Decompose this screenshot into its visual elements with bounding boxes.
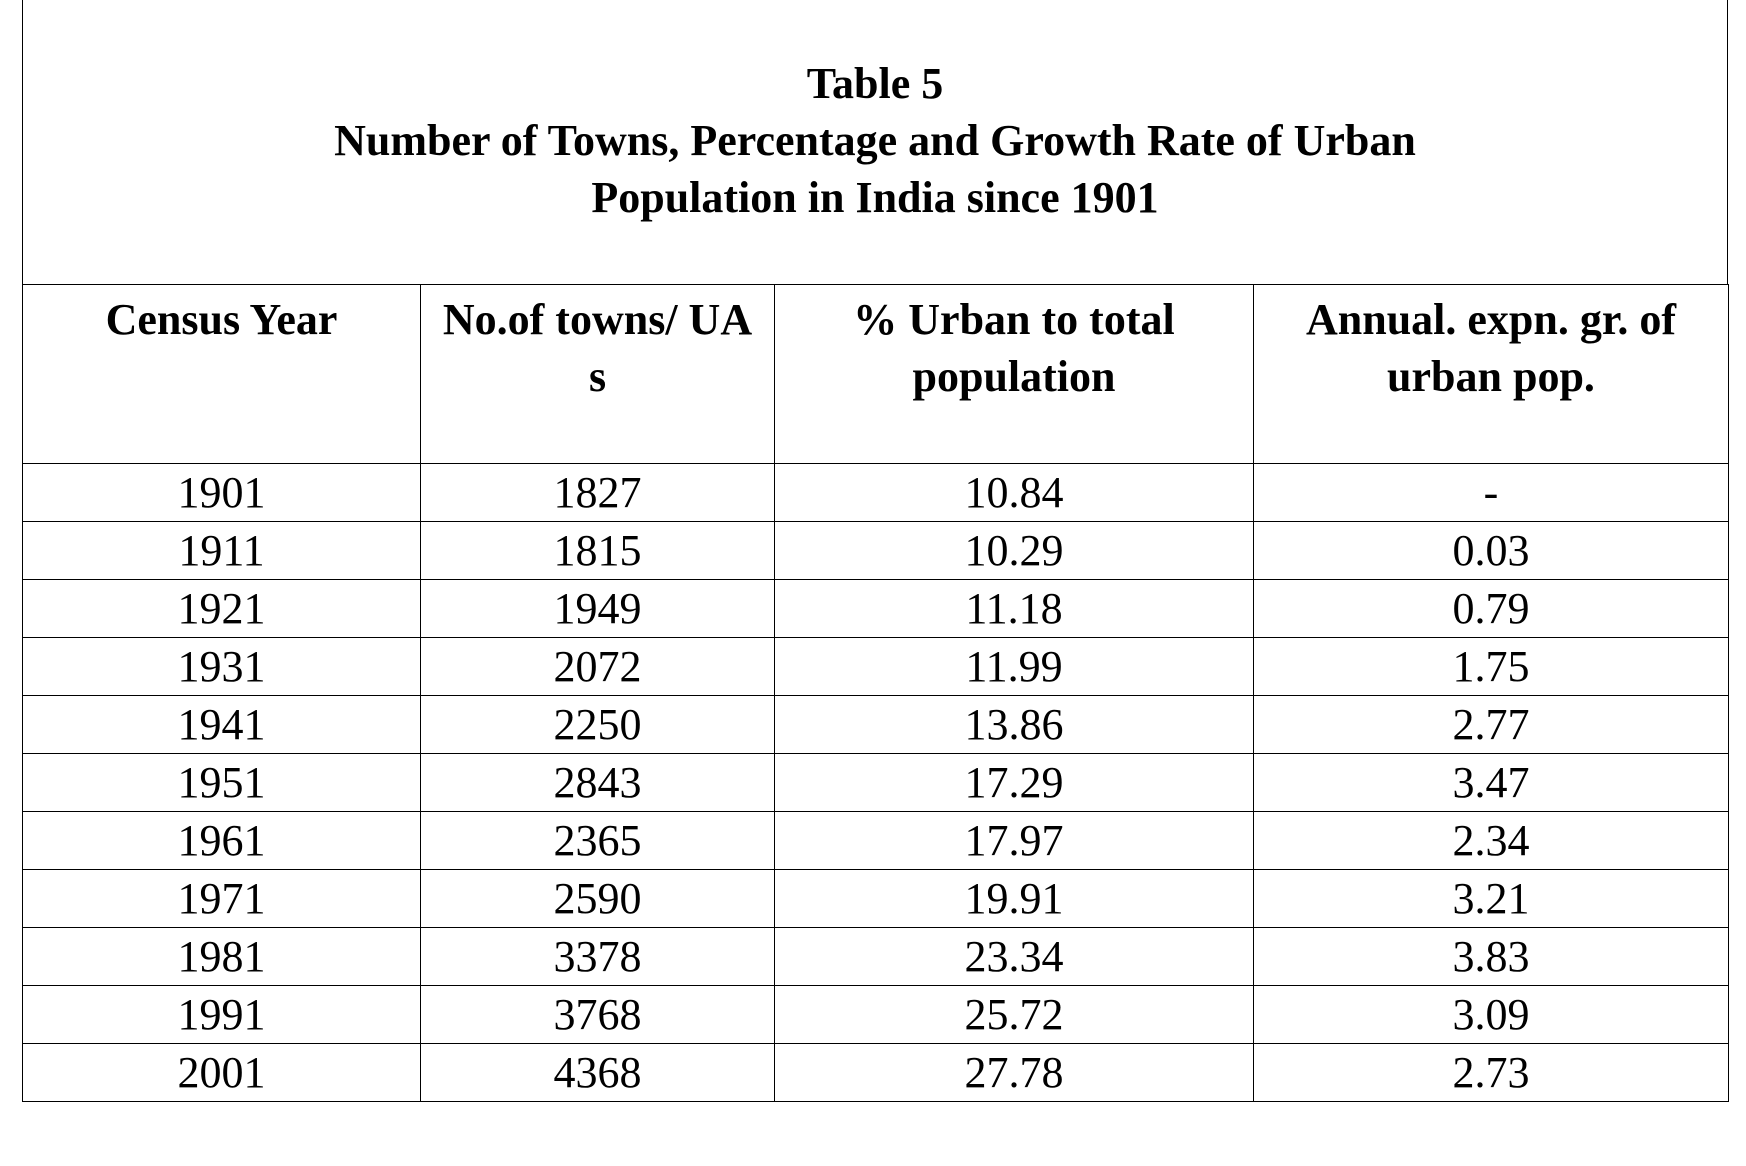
column-header: Census Year bbox=[22, 284, 421, 464]
title-block: Table 5 Number of Towns, Percentage and … bbox=[22, 0, 1728, 284]
table-cell: 1901 bbox=[22, 463, 421, 522]
table-cell: 1941 bbox=[22, 695, 421, 754]
table-cell: 1931 bbox=[22, 637, 421, 696]
table-cell: 3.83 bbox=[1253, 927, 1729, 986]
table-cell: 1911 bbox=[22, 521, 421, 580]
table-cell: 2.77 bbox=[1253, 695, 1729, 754]
table-cell: 0.03 bbox=[1253, 521, 1729, 580]
table-cell: 1827 bbox=[420, 463, 775, 522]
table-cell: 1949 bbox=[420, 579, 775, 638]
column-header: % Urban to total population bbox=[774, 284, 1254, 464]
table-cell: 1961 bbox=[22, 811, 421, 870]
table-cell: 17.97 bbox=[774, 811, 1254, 870]
table-cell: 2250 bbox=[420, 695, 775, 754]
table-cell: 3378 bbox=[420, 927, 775, 986]
column-header: Annual. expn. gr. of urban pop. bbox=[1253, 284, 1729, 464]
table-cell: 10.29 bbox=[774, 521, 1254, 580]
table-cell: 17.29 bbox=[774, 753, 1254, 812]
table-cell: 1921 bbox=[22, 579, 421, 638]
table-cell: 1991 bbox=[22, 985, 421, 1044]
table-cell: 4368 bbox=[420, 1043, 775, 1102]
table-cell: - bbox=[1253, 463, 1729, 522]
table-cell: 1.75 bbox=[1253, 637, 1729, 696]
data-table: Census Year No.of towns/ UA s% Urban to t… bbox=[22, 284, 1729, 1102]
table-row: 1961 2365 17.97 2.34 bbox=[22, 811, 1729, 870]
table-cell: 3.47 bbox=[1253, 753, 1729, 812]
table-row: 1921 1949 11.18 0.79 bbox=[22, 579, 1729, 638]
table-cell: 2590 bbox=[420, 869, 775, 928]
table-cell: 3.09 bbox=[1253, 985, 1729, 1044]
table-cell: 2843 bbox=[420, 753, 775, 812]
table-row: 1981 3378 23.34 3.83 bbox=[22, 927, 1729, 986]
table-cell: 11.18 bbox=[774, 579, 1254, 638]
table-cell: 19.91 bbox=[774, 869, 1254, 928]
table-cell: 0.79 bbox=[1253, 579, 1729, 638]
table-cell: 3768 bbox=[420, 985, 775, 1044]
table-row: 2001 4368 27.78 2.73 bbox=[22, 1043, 1729, 1102]
table-row: 1901 1827 10.84- bbox=[22, 463, 1729, 522]
table-row: 1911 1815 10.29 0.03 bbox=[22, 521, 1729, 580]
table-cell: 11.99 bbox=[774, 637, 1254, 696]
table-cell: 2.73 bbox=[1253, 1043, 1729, 1102]
table-title: Number of Towns, Percentage and Growth R… bbox=[334, 116, 1416, 222]
column-header: No.of towns/ UA s bbox=[420, 284, 775, 464]
table-row: 1941 2250 13.86 2.77 bbox=[22, 695, 1729, 754]
table-cell: 1951 bbox=[22, 753, 421, 812]
table-cell: 2001 bbox=[22, 1043, 421, 1102]
table-cell: 10.84 bbox=[774, 463, 1254, 522]
table-row: 1951 2843 17.29 3.47 bbox=[22, 753, 1729, 812]
table-cell: 27.78 bbox=[774, 1043, 1254, 1102]
table-row: 1931 2072 11.99 1.75 bbox=[22, 637, 1729, 696]
table-row: 1971 2590 19.91 3.21 bbox=[22, 869, 1729, 928]
table-row: 1991 3768 25.72 3.09 bbox=[22, 985, 1729, 1044]
table-label: Table 5 bbox=[806, 59, 944, 108]
table-cell: 2.34 bbox=[1253, 811, 1729, 870]
table-cell: 2072 bbox=[420, 637, 775, 696]
table-cell: 25.72 bbox=[774, 985, 1254, 1044]
table-body: 1901 1827 10.84-1911 1815 10.29 0.03 1921 1949 1… bbox=[22, 463, 1729, 1102]
table-cell: 1815 bbox=[420, 521, 775, 580]
table-cell: 3.21 bbox=[1253, 869, 1729, 928]
table-cell: 23.34 bbox=[774, 927, 1254, 986]
table-cell: 1971 bbox=[22, 869, 421, 928]
header-row: Census Year No.of towns/ UA s% Urban to t… bbox=[22, 284, 1729, 464]
table-cell: 2365 bbox=[420, 811, 775, 870]
table-cell: 13.86 bbox=[774, 695, 1254, 754]
table-cell: 1981 bbox=[22, 927, 421, 986]
